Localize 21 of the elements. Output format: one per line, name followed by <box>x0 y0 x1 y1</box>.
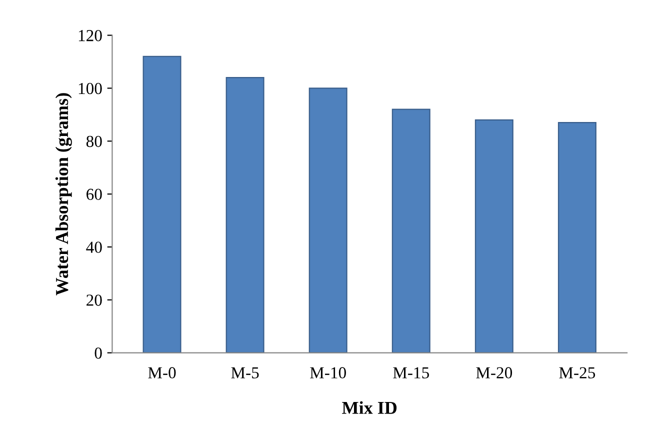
y-tick-label: 100 <box>78 82 102 94</box>
bar <box>308 88 348 353</box>
y-tick-label: 80 <box>86 136 102 148</box>
bar <box>558 122 596 353</box>
y-axis-title: Water Absorption (grams) <box>55 93 72 296</box>
bar <box>392 108 430 353</box>
x-tick-label: M-0 <box>148 367 176 378</box>
y-tick-label: 120 <box>78 30 102 42</box>
x-tick-label: M-20 <box>476 367 512 378</box>
x-tick-label: M-10 <box>310 367 346 378</box>
x-tick-label: M-5 <box>231 367 259 378</box>
y-tick-label: 60 <box>86 188 102 200</box>
x-tick-label: M-15 <box>393 367 429 378</box>
x-tick-label: M-25 <box>559 367 596 378</box>
x-axis-title: Mix ID <box>342 401 397 414</box>
y-tick-label: 20 <box>86 294 102 306</box>
y-tick-label: 40 <box>86 242 102 253</box>
bar <box>142 56 182 353</box>
bar <box>226 77 264 353</box>
bar <box>474 119 514 353</box>
y-tick-label: 0 <box>94 348 102 359</box>
